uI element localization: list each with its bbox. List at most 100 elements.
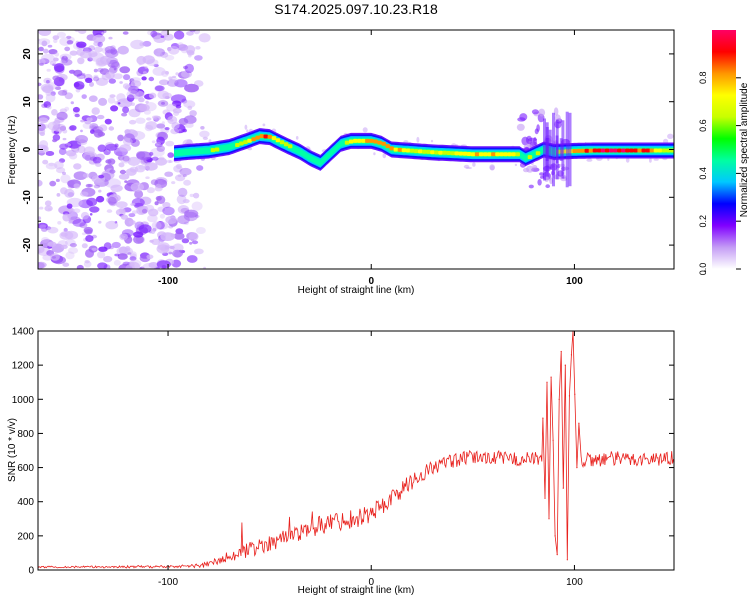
- noise-blob: [150, 229, 156, 234]
- noise-blob: [48, 162, 55, 167]
- noise-blob: [164, 245, 170, 250]
- noise-blob: [184, 83, 199, 93]
- noise-blob: [146, 254, 154, 260]
- colorbar-tick-label: 0.4: [698, 167, 708, 180]
- noise-blob: [97, 262, 108, 269]
- noise-blob: [78, 30, 87, 34]
- noise-blob: [114, 100, 119, 105]
- colorbar-gradient: [712, 30, 736, 269]
- noise-blob: [188, 232, 199, 241]
- ridge-green-band: [174, 132, 674, 167]
- noise-blob: [111, 61, 121, 69]
- spectrogram-y-tick-label: 0: [22, 146, 33, 152]
- noise-blob: [175, 104, 182, 109]
- noise-blob: [105, 220, 119, 230]
- noise-blob: [262, 123, 266, 127]
- noise-blob: [45, 93, 56, 103]
- noise-blob: [43, 77, 52, 84]
- noise-blob: [85, 235, 94, 242]
- noise-blob: [38, 179, 43, 187]
- noise-blob: [129, 256, 137, 261]
- noise-blob: [73, 183, 81, 189]
- noise-blob: [72, 106, 80, 113]
- noise-blob: [122, 137, 133, 146]
- noise-blob: [136, 69, 143, 77]
- noise-blob: [170, 128, 180, 135]
- ridge-core-segment: [617, 148, 622, 153]
- noise-blob: [62, 213, 71, 222]
- noise-blob: [154, 221, 169, 230]
- noise-blob: [184, 209, 199, 218]
- ridge-burst-column: [543, 118, 546, 181]
- noise-blob: [183, 179, 192, 186]
- noise-blob: [171, 122, 180, 130]
- noise-blob: [141, 156, 145, 160]
- ridge-core-segment: [613, 148, 618, 153]
- ridge-core-segment: [641, 148, 646, 153]
- noise-blob: [46, 68, 51, 72]
- noise-blob: [124, 180, 128, 183]
- snr-spike-point: [562, 487, 564, 489]
- noise-blob: [86, 117, 93, 122]
- noise-blob: [40, 83, 54, 92]
- ridge-core-segment: [633, 148, 638, 153]
- noise-blob: [38, 262, 45, 269]
- noise-blob: [103, 242, 112, 250]
- noise-blob: [89, 206, 100, 213]
- noise-blob: [162, 202, 171, 209]
- snr-x-ticks: -100 0 100: [158, 331, 583, 588]
- noise-blob: [63, 55, 67, 58]
- noise-blob: [94, 46, 103, 53]
- noise-blob: [116, 93, 126, 102]
- noise-blob: [295, 136, 299, 140]
- snr-line: [38, 331, 674, 569]
- snr-spike-point: [578, 422, 580, 424]
- noise-blob: [69, 50, 78, 56]
- ridge-core-segment: [243, 140, 248, 145]
- colorbar-tick-label: 0.2: [698, 215, 708, 228]
- noise-blob: [38, 38, 51, 46]
- noise-blob: [45, 162, 58, 170]
- ridge-core-segment: [393, 147, 399, 152]
- noise-blob: [113, 259, 121, 266]
- noise-blob: [199, 130, 210, 138]
- noise-blob: [73, 81, 85, 90]
- noise-blob: [189, 30, 196, 33]
- spectrogram-y-tick-label: 10: [22, 96, 33, 108]
- ridge-core-segment: [263, 134, 268, 139]
- noise-blob: [146, 187, 155, 194]
- noise-blob: [134, 190, 144, 199]
- noise-blob: [164, 127, 170, 131]
- snr-x-tick-label: 0: [368, 577, 374, 588]
- noise-blob: [38, 94, 44, 100]
- noise-blob: [156, 145, 165, 152]
- noise-blob: [667, 133, 674, 139]
- spectrogram-noise-area: [38, 30, 674, 269]
- ridge-core-segment: [487, 152, 492, 157]
- noise-blob: [127, 156, 141, 166]
- noise-blob: [81, 243, 88, 249]
- ridge-core-segment: [426, 149, 431, 154]
- ridge-core-segment: [287, 144, 293, 149]
- noise-blob: [164, 54, 175, 61]
- noise-blob: [177, 42, 184, 48]
- noise-blob: [56, 193, 61, 197]
- ridge-core-segment: [365, 138, 370, 143]
- ridge-core-segment: [255, 135, 260, 140]
- noise-blob: [125, 168, 137, 176]
- snr-panel: -100 0 100 0 200 400 600 800 1000 1200 1400 Heigh…: [7, 327, 675, 596]
- noise-blob: [95, 162, 102, 167]
- noise-blob: [42, 159, 49, 165]
- noise-blob: [127, 252, 132, 255]
- noise-blob: [95, 60, 107, 67]
- noise-blob: [187, 105, 193, 111]
- ridge-burst-column: [565, 111, 569, 188]
- ridge-core-segment: [661, 148, 667, 153]
- noise-blob: [107, 96, 116, 104]
- snr-y-label: SNR (10 * v/v): [7, 418, 18, 482]
- noise-blob: [144, 162, 158, 171]
- noise-blob: [81, 232, 87, 236]
- noise-blob: [129, 119, 137, 125]
- noise-blob: [45, 151, 55, 156]
- noise-blob: [96, 195, 105, 203]
